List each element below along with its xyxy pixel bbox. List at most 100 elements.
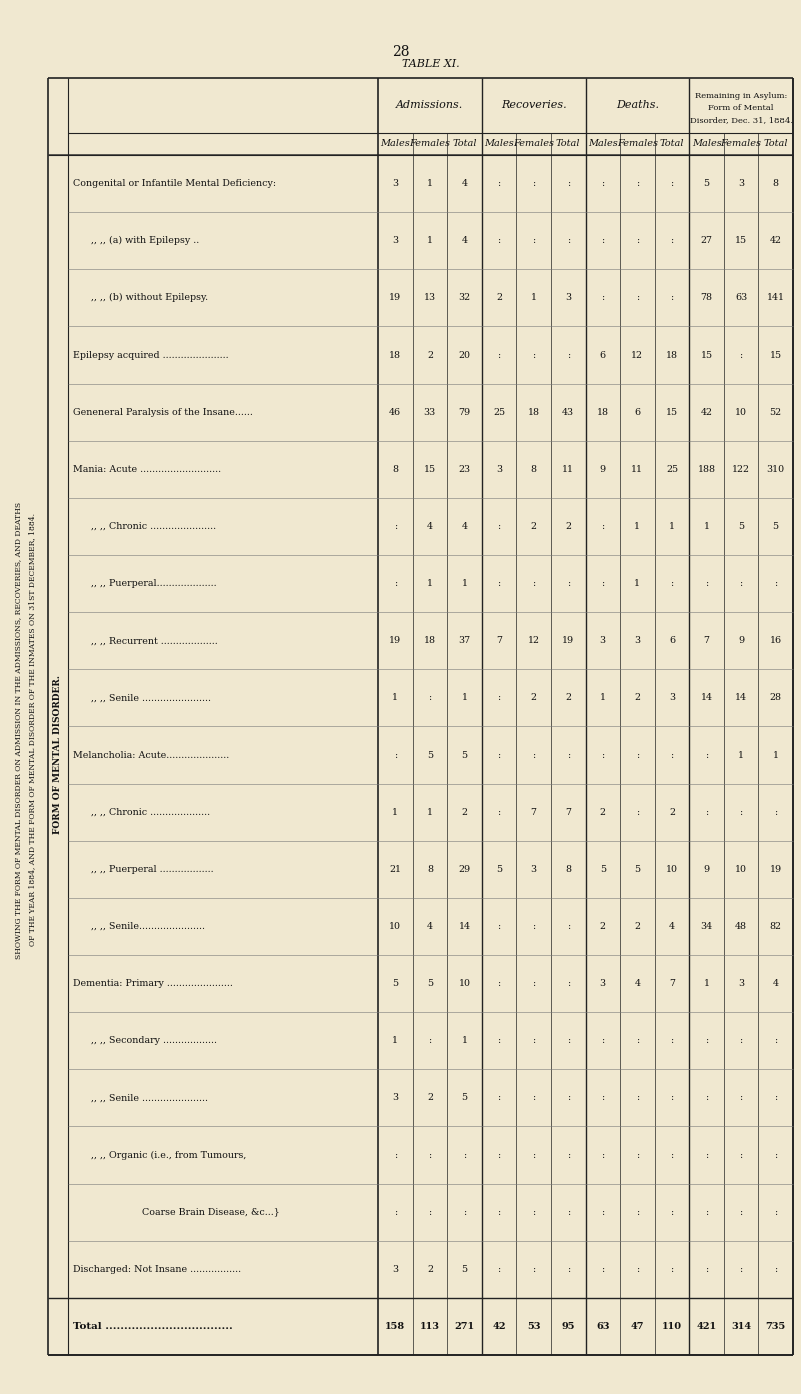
Text: 18: 18 bbox=[389, 350, 401, 360]
Text: :: : bbox=[774, 1264, 777, 1274]
Text: Recoveries.: Recoveries. bbox=[501, 100, 566, 110]
Text: ,, ,, Senile......................: ,, ,, Senile...................... bbox=[91, 921, 205, 931]
Text: :: : bbox=[497, 921, 501, 931]
Text: 2: 2 bbox=[427, 1093, 433, 1103]
Text: :: : bbox=[739, 1036, 743, 1046]
Text: :: : bbox=[602, 521, 605, 531]
Text: 25: 25 bbox=[666, 464, 678, 474]
Text: ,, ,, Recurrent ...................: ,, ,, Recurrent ................... bbox=[91, 636, 218, 645]
Text: :: : bbox=[705, 750, 708, 760]
Text: Males: Males bbox=[380, 139, 410, 149]
Text: 95: 95 bbox=[562, 1322, 575, 1331]
Text: :: : bbox=[497, 750, 501, 760]
Text: :: : bbox=[670, 1150, 674, 1160]
Text: 4: 4 bbox=[461, 521, 468, 531]
Text: 19: 19 bbox=[770, 864, 782, 874]
Text: Total: Total bbox=[453, 139, 477, 149]
Text: Total: Total bbox=[660, 139, 684, 149]
Text: Disorder, Dec. 31, 1884.: Disorder, Dec. 31, 1884. bbox=[690, 116, 793, 124]
Text: 6: 6 bbox=[634, 407, 641, 417]
Text: Coarse Brain Disease, &c...}: Coarse Brain Disease, &c...} bbox=[109, 1207, 280, 1217]
Text: 3: 3 bbox=[496, 464, 502, 474]
Text: 5: 5 bbox=[634, 864, 641, 874]
Text: 314: 314 bbox=[731, 1322, 751, 1331]
Text: ,, ,, (b) without Epilepsy.: ,, ,, (b) without Epilepsy. bbox=[91, 293, 208, 302]
Text: 2: 2 bbox=[600, 807, 606, 817]
Text: 2: 2 bbox=[496, 293, 502, 302]
Text: :: : bbox=[566, 1264, 570, 1274]
Text: :: : bbox=[497, 521, 501, 531]
Text: 110: 110 bbox=[662, 1322, 682, 1331]
Text: :: : bbox=[739, 807, 743, 817]
Text: 1: 1 bbox=[392, 807, 398, 817]
Text: 5: 5 bbox=[738, 521, 744, 531]
Text: 15: 15 bbox=[701, 350, 713, 360]
Text: :: : bbox=[602, 1036, 605, 1046]
Text: 2: 2 bbox=[566, 693, 571, 703]
Text: 8: 8 bbox=[773, 178, 779, 188]
Text: :: : bbox=[497, 236, 501, 245]
Text: 15: 15 bbox=[735, 236, 747, 245]
Text: 7: 7 bbox=[703, 636, 710, 645]
Text: 2: 2 bbox=[530, 521, 537, 531]
Text: 2: 2 bbox=[530, 693, 537, 703]
Text: 4: 4 bbox=[634, 979, 640, 988]
Text: 14: 14 bbox=[701, 693, 713, 703]
Text: 63: 63 bbox=[596, 1322, 610, 1331]
Text: :: : bbox=[532, 350, 535, 360]
Text: 12: 12 bbox=[631, 350, 643, 360]
Text: 3: 3 bbox=[392, 1264, 398, 1274]
Text: 15: 15 bbox=[770, 350, 782, 360]
Text: 3: 3 bbox=[392, 178, 398, 188]
Text: 21: 21 bbox=[389, 864, 401, 874]
Text: 1: 1 bbox=[461, 579, 468, 588]
Text: Females: Females bbox=[513, 139, 554, 149]
Text: 2: 2 bbox=[600, 921, 606, 931]
Text: 4: 4 bbox=[427, 921, 433, 931]
Text: 14: 14 bbox=[735, 693, 747, 703]
Text: 7: 7 bbox=[566, 807, 571, 817]
Text: :: : bbox=[602, 1264, 605, 1274]
Text: Form of Mental: Form of Mental bbox=[708, 105, 774, 112]
Text: :: : bbox=[705, 1150, 708, 1160]
Text: 79: 79 bbox=[458, 407, 470, 417]
Text: 42: 42 bbox=[493, 1322, 505, 1331]
Text: 8: 8 bbox=[392, 464, 398, 474]
Text: 19: 19 bbox=[389, 293, 401, 302]
Text: :: : bbox=[774, 579, 777, 588]
Text: 5: 5 bbox=[427, 979, 433, 988]
Text: 2: 2 bbox=[634, 693, 640, 703]
Text: 1: 1 bbox=[461, 1036, 468, 1046]
Text: 1: 1 bbox=[427, 236, 433, 245]
Text: :: : bbox=[636, 1264, 639, 1274]
Text: :: : bbox=[463, 1207, 466, 1217]
Text: 37: 37 bbox=[458, 636, 470, 645]
Text: 5: 5 bbox=[392, 979, 398, 988]
Text: 2: 2 bbox=[566, 521, 571, 531]
Text: :: : bbox=[705, 807, 708, 817]
Text: 6: 6 bbox=[600, 350, 606, 360]
Text: :: : bbox=[636, 1207, 639, 1217]
Text: 4: 4 bbox=[427, 521, 433, 531]
Text: Geneneral Paralysis of the Insane......: Geneneral Paralysis of the Insane...... bbox=[73, 407, 253, 417]
Text: 16: 16 bbox=[770, 636, 782, 645]
Text: ,, ,, Secondary ..................: ,, ,, Secondary .................. bbox=[91, 1036, 217, 1046]
Text: 1: 1 bbox=[427, 807, 433, 817]
Text: 33: 33 bbox=[424, 407, 436, 417]
Text: 9: 9 bbox=[703, 864, 710, 874]
Text: :: : bbox=[497, 1093, 501, 1103]
Text: Admissions.: Admissions. bbox=[396, 100, 464, 110]
Text: :: : bbox=[497, 979, 501, 988]
Text: :: : bbox=[602, 1093, 605, 1103]
Text: 4: 4 bbox=[773, 979, 779, 988]
Text: :: : bbox=[566, 1093, 570, 1103]
Text: :: : bbox=[566, 579, 570, 588]
Text: :: : bbox=[532, 1093, 535, 1103]
Text: :: : bbox=[532, 178, 535, 188]
Text: 8: 8 bbox=[530, 464, 537, 474]
Text: ,, ,, Senile .......................: ,, ,, Senile ....................... bbox=[91, 693, 211, 703]
Text: 5: 5 bbox=[773, 521, 779, 531]
Text: :: : bbox=[393, 579, 397, 588]
Text: 5: 5 bbox=[703, 178, 710, 188]
Text: ,, ,, Puerperal ..................: ,, ,, Puerperal .................. bbox=[91, 864, 214, 874]
